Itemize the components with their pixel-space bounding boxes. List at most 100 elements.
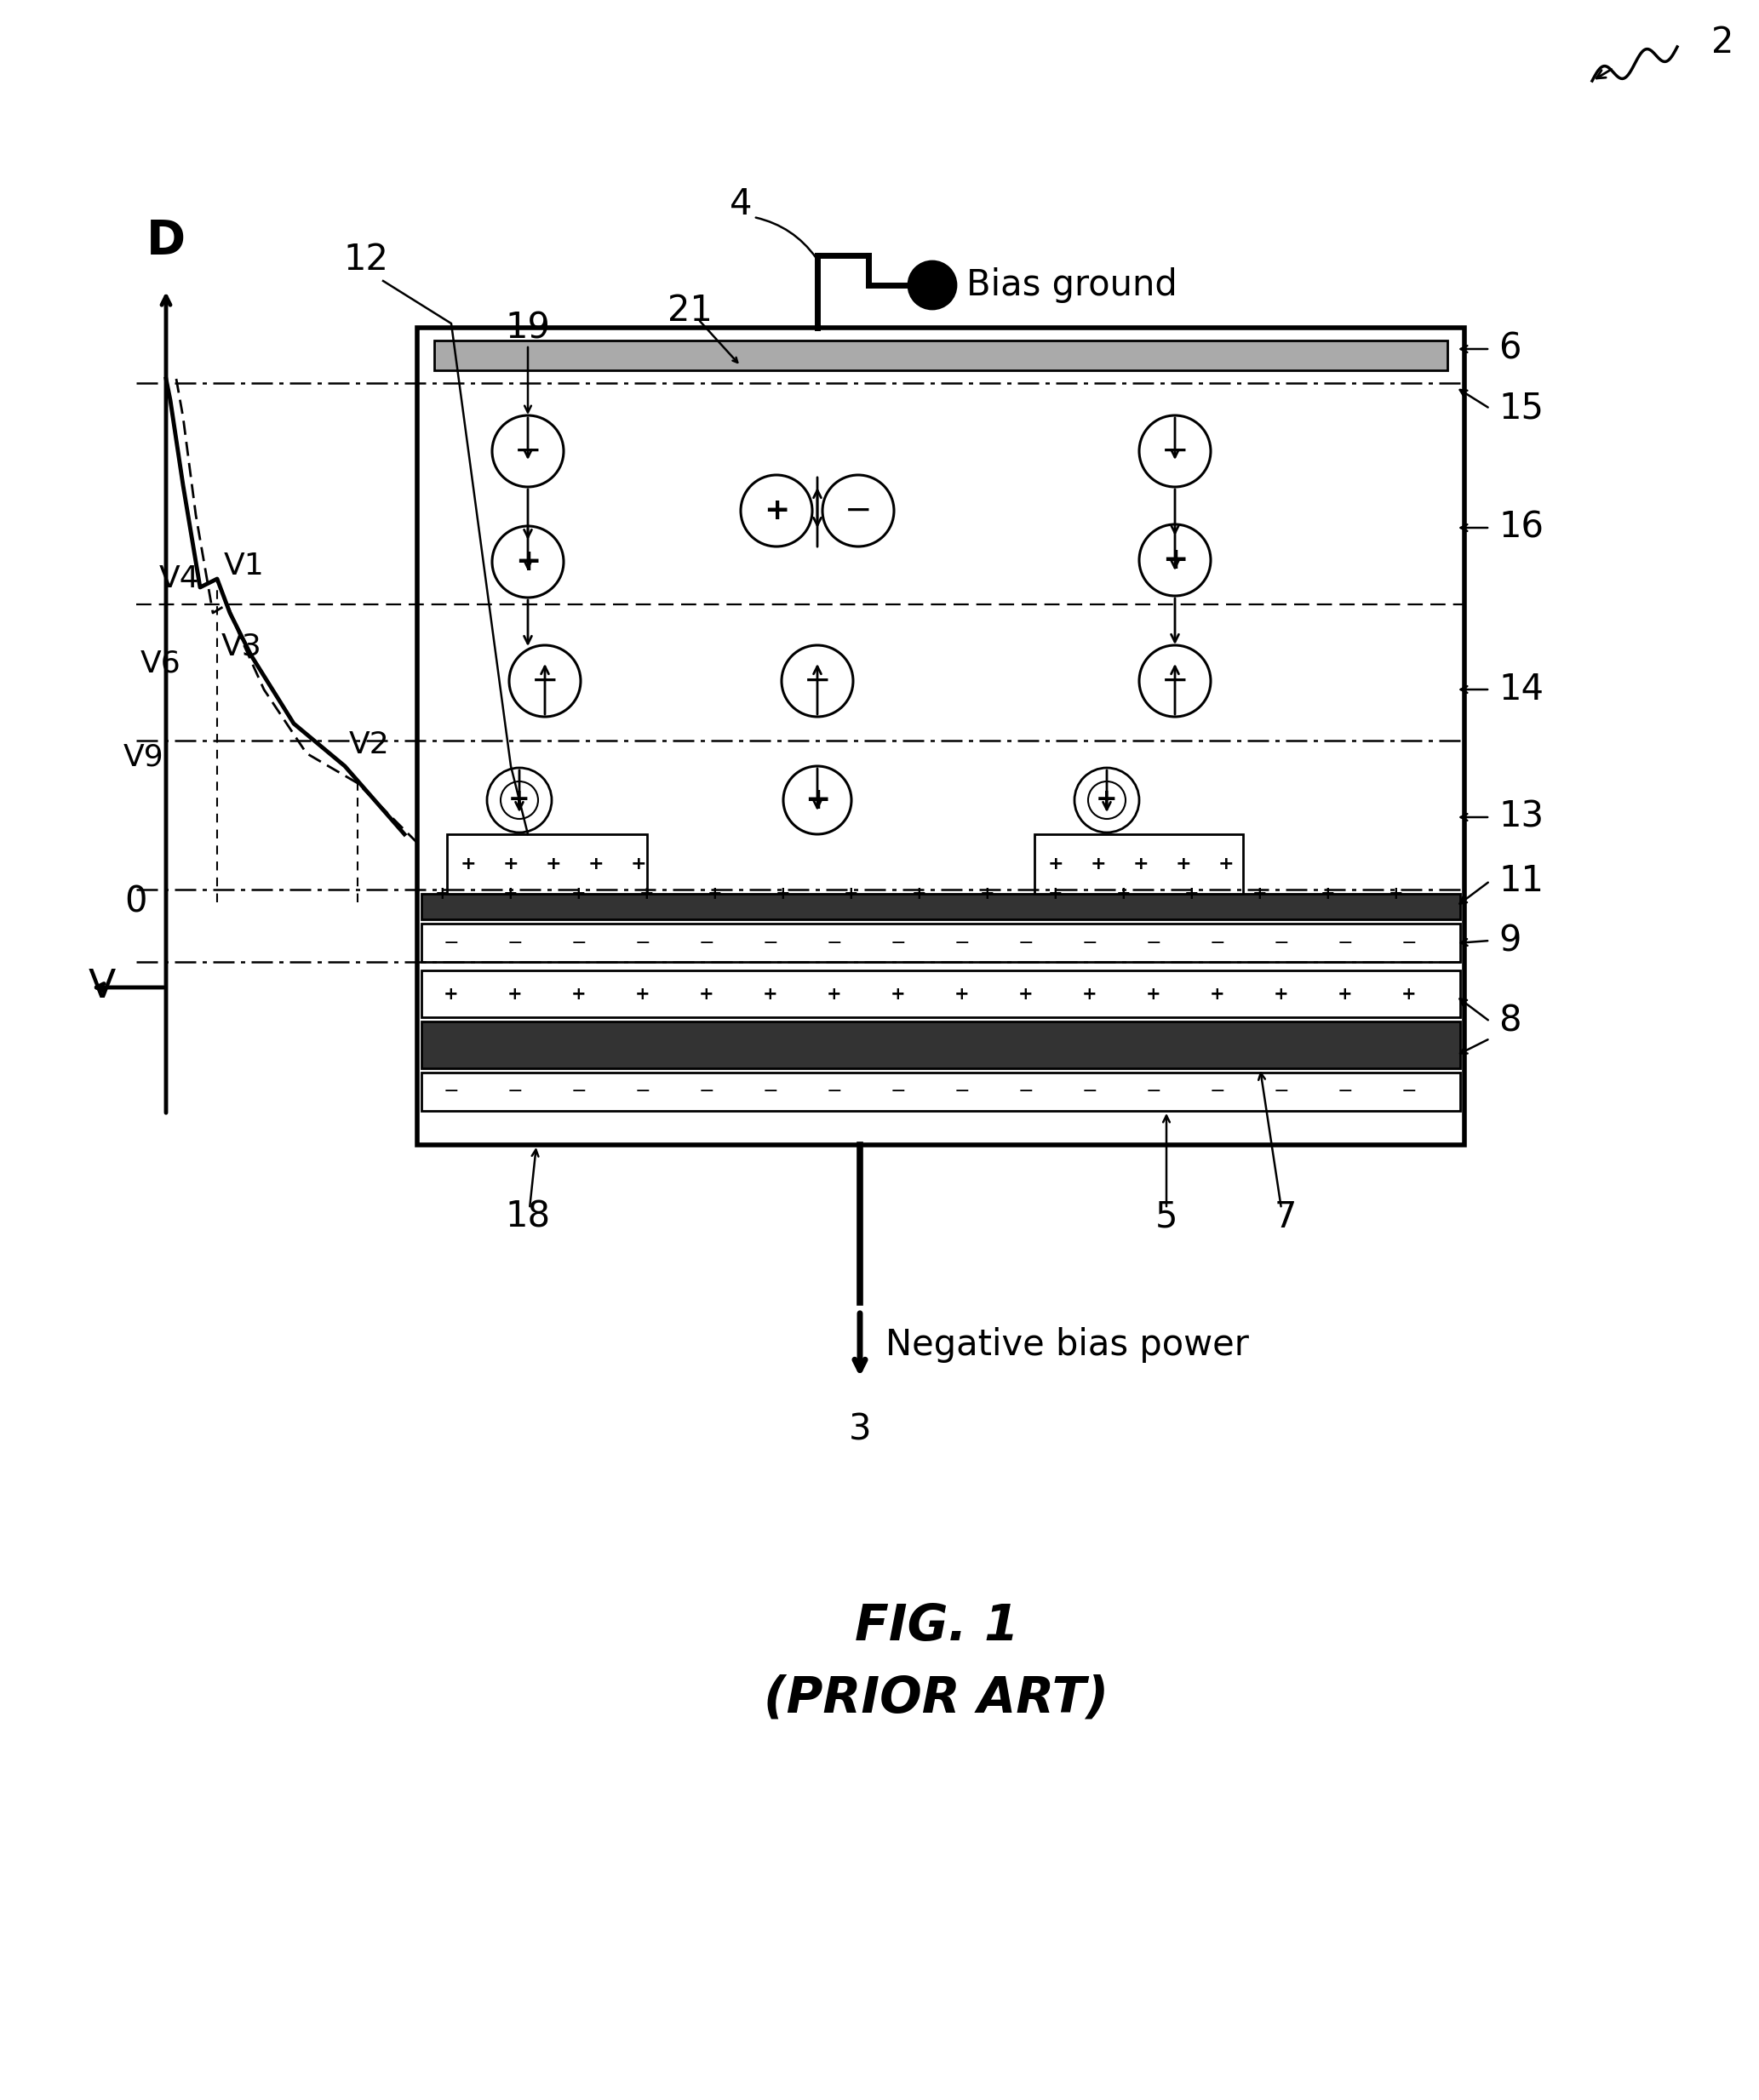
Text: +: + <box>827 985 843 1002</box>
Text: −: − <box>1018 1084 1034 1100</box>
Text: 14: 14 <box>1499 672 1544 708</box>
Text: −: − <box>953 934 969 951</box>
Text: −: − <box>1274 1084 1289 1100</box>
Text: −: − <box>890 934 906 951</box>
Text: −: − <box>443 934 459 951</box>
Text: −: − <box>1018 934 1034 951</box>
Text: +: + <box>890 985 906 1002</box>
Text: −: − <box>635 934 651 951</box>
Bar <box>1034 834 1244 895</box>
Text: −: − <box>635 1084 651 1100</box>
Text: +: + <box>1163 546 1187 575</box>
Text: 3: 3 <box>848 1411 871 1449</box>
Text: 16: 16 <box>1499 510 1544 546</box>
Text: 18: 18 <box>505 1199 551 1235</box>
Text: +: + <box>508 788 529 813</box>
Text: V9: V9 <box>123 743 164 773</box>
Text: +: + <box>776 886 792 903</box>
Text: +: + <box>572 985 586 1002</box>
Bar <box>434 340 1448 370</box>
Text: +: + <box>1274 985 1289 1002</box>
Text: +: + <box>955 985 969 1002</box>
Text: +: + <box>503 886 519 903</box>
Text: +: + <box>508 985 522 1002</box>
Text: V: V <box>88 968 116 1006</box>
Text: +: + <box>588 855 603 871</box>
Text: +: + <box>515 548 540 575</box>
Text: V2: V2 <box>348 731 390 760</box>
Text: +: + <box>1117 886 1131 903</box>
Text: V6: V6 <box>141 649 181 678</box>
Text: V4: V4 <box>160 565 201 594</box>
Text: −: − <box>572 934 588 951</box>
Text: −: − <box>507 1084 522 1100</box>
Text: −: − <box>844 496 872 527</box>
Text: +: + <box>1133 855 1149 871</box>
Text: +: + <box>461 855 477 871</box>
Text: 21: 21 <box>667 292 712 328</box>
Text: (PRIOR ART): (PRIOR ART) <box>763 1674 1108 1722</box>
Text: +: + <box>1390 886 1404 903</box>
Text: −: − <box>1145 934 1161 951</box>
Text: +: + <box>1321 886 1335 903</box>
Text: −: − <box>1402 1084 1418 1100</box>
Text: +: + <box>1091 855 1106 871</box>
Text: −: − <box>698 1084 714 1100</box>
Text: +: + <box>640 886 654 903</box>
Bar <box>422 1073 1460 1111</box>
Text: −: − <box>804 666 832 697</box>
Circle shape <box>908 260 957 309</box>
Text: FIG. 1: FIG. 1 <box>855 1602 1018 1651</box>
Text: −: − <box>1210 1084 1226 1100</box>
Text: V1: V1 <box>223 552 264 580</box>
Text: 8: 8 <box>1499 1004 1522 1040</box>
Text: V3: V3 <box>222 632 262 662</box>
Text: −: − <box>443 1084 459 1100</box>
Bar <box>422 1021 1460 1069</box>
Text: +: + <box>1210 985 1224 1002</box>
Text: 12: 12 <box>343 241 389 277</box>
Text: 4: 4 <box>730 187 753 223</box>
Bar <box>417 328 1465 1144</box>
Text: −: − <box>1210 934 1226 951</box>
Text: +: + <box>1175 855 1191 871</box>
Text: −: − <box>1402 934 1418 951</box>
Text: +: + <box>572 886 586 903</box>
Text: +: + <box>1082 985 1098 1002</box>
Text: 19: 19 <box>505 311 551 346</box>
Text: −: − <box>1082 934 1098 951</box>
Text: −: − <box>827 1084 843 1100</box>
Text: 15: 15 <box>1499 391 1544 426</box>
Text: +: + <box>1096 788 1117 813</box>
Text: −: − <box>763 934 779 951</box>
Text: −: − <box>507 934 522 951</box>
Text: +: + <box>1402 985 1416 1002</box>
Bar <box>422 970 1460 1016</box>
Text: −: − <box>827 934 843 951</box>
Text: +: + <box>763 496 790 525</box>
Text: +: + <box>545 855 561 871</box>
Text: +: + <box>1217 855 1235 871</box>
Text: +: + <box>631 855 647 871</box>
Text: 5: 5 <box>1156 1199 1179 1235</box>
Text: Negative bias power: Negative bias power <box>885 1327 1249 1363</box>
Text: −: − <box>1082 1084 1098 1100</box>
Text: +: + <box>707 886 723 903</box>
Text: +: + <box>804 785 830 815</box>
Text: −: − <box>514 435 542 468</box>
Bar <box>422 924 1460 962</box>
Text: −: − <box>1161 666 1189 697</box>
Text: +: + <box>1252 886 1268 903</box>
Text: +: + <box>698 985 714 1002</box>
Text: +: + <box>1337 985 1353 1002</box>
Text: Bias ground: Bias ground <box>966 267 1177 302</box>
Text: −: − <box>1274 934 1289 951</box>
Text: −: − <box>1161 435 1189 468</box>
Text: −: − <box>531 666 559 697</box>
Text: +: + <box>434 886 450 903</box>
Text: +: + <box>844 886 858 903</box>
Text: 9: 9 <box>1499 922 1522 958</box>
Text: −: − <box>1145 1084 1161 1100</box>
Text: −: − <box>572 1084 588 1100</box>
Text: +: + <box>443 985 459 1002</box>
